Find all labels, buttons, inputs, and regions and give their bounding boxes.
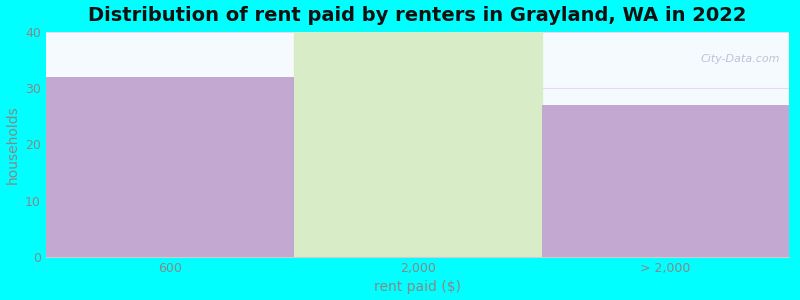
Title: Distribution of rent paid by renters in Grayland, WA in 2022: Distribution of rent paid by renters in …	[88, 6, 747, 25]
Bar	[46, 77, 294, 257]
Bar	[542, 105, 790, 257]
Text: City-Data.com: City-Data.com	[700, 54, 780, 64]
X-axis label: rent paid ($): rent paid ($)	[374, 280, 461, 294]
Bar	[294, 32, 542, 257]
Y-axis label: households: households	[6, 105, 19, 184]
